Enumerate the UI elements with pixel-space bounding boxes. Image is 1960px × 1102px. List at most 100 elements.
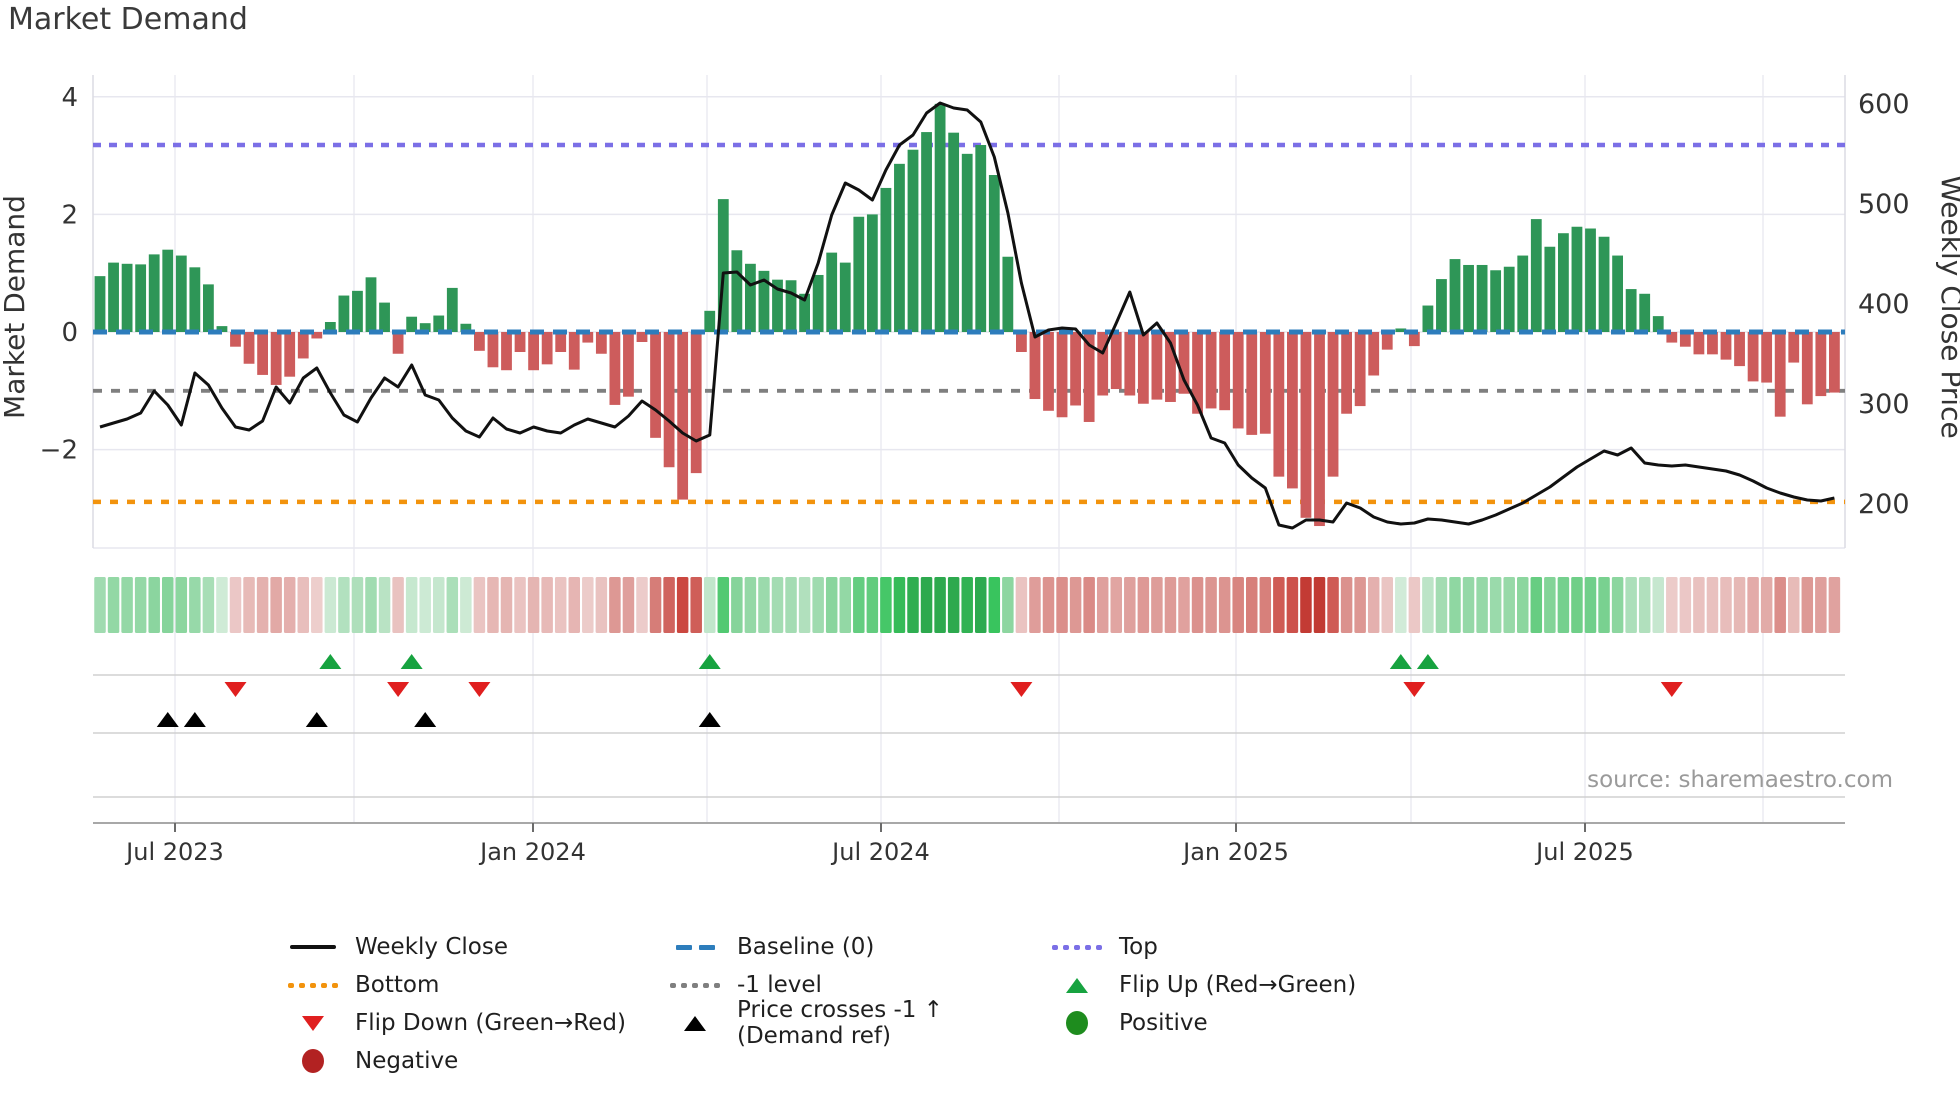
demand-bar bbox=[1381, 332, 1393, 350]
heatmap-cell bbox=[473, 577, 486, 633]
heatmap-cell bbox=[446, 577, 459, 633]
demand-bar bbox=[1408, 332, 1420, 347]
demand-bar bbox=[1829, 332, 1840, 393]
flip-up-marker bbox=[400, 654, 423, 669]
heatmap-cell bbox=[1449, 577, 1461, 633]
legend-label: Flip Up (Red→Green) bbox=[1119, 972, 1357, 998]
demand-bar bbox=[175, 255, 187, 332]
demand-bar bbox=[297, 332, 309, 359]
right-tick-label: 200 bbox=[1858, 489, 1910, 520]
heatmap-cell bbox=[1354, 577, 1366, 633]
demand-bar bbox=[365, 277, 377, 332]
legend-label: Flip Down (Green→Red) bbox=[355, 1010, 626, 1036]
demand-bar bbox=[704, 310, 716, 332]
heatmap-cell bbox=[704, 577, 716, 633]
demand-bar bbox=[826, 252, 838, 332]
heatmap-cell bbox=[283, 577, 296, 633]
heatmap-cell bbox=[1666, 577, 1678, 633]
demand-bar bbox=[1476, 264, 1488, 332]
demand-bar bbox=[1666, 332, 1678, 343]
heatmap-cell bbox=[1530, 577, 1543, 633]
heatmap-cell bbox=[622, 577, 635, 633]
flip-down-marker bbox=[1660, 682, 1683, 697]
heatmap-cell bbox=[1408, 577, 1421, 633]
heatmap-cell bbox=[1625, 577, 1637, 633]
demand-bar bbox=[1503, 266, 1515, 332]
demand-bar bbox=[1436, 279, 1447, 332]
heatmap-cell bbox=[419, 577, 431, 633]
legend-item-bottom: Bottom bbox=[285, 966, 667, 1004]
heatmap-cell bbox=[1801, 577, 1814, 633]
flip-up-marker bbox=[698, 654, 721, 669]
heatmap-cell bbox=[1638, 577, 1651, 633]
flip-up-marker bbox=[319, 654, 342, 669]
heatmap-cell bbox=[134, 577, 147, 633]
demand-bar bbox=[568, 332, 580, 370]
heatmap-cell bbox=[1706, 577, 1719, 633]
demand-bar bbox=[1449, 259, 1461, 332]
heatmap-cell bbox=[649, 577, 662, 633]
legend-label: Bottom bbox=[355, 972, 440, 998]
price-cross-marker bbox=[414, 712, 437, 727]
demand-bar bbox=[1707, 332, 1718, 355]
heatmap-cell bbox=[1720, 577, 1732, 633]
heatmap-cell bbox=[1557, 577, 1570, 633]
demand-bar bbox=[1585, 228, 1596, 332]
heatmap-cell bbox=[1760, 577, 1773, 633]
demand-bar bbox=[772, 279, 783, 332]
demand-bar bbox=[853, 216, 865, 332]
heatmap-cell bbox=[365, 577, 377, 633]
purple-dotted-icon bbox=[1049, 944, 1105, 950]
demand-bar bbox=[1761, 332, 1773, 383]
legend-item-flip-up: Flip Up (Red→Green) bbox=[1049, 966, 1431, 1004]
x-tick-label: Jul 2023 bbox=[124, 838, 224, 866]
right-tick-label: 600 bbox=[1858, 89, 1910, 120]
demand-bar bbox=[582, 332, 594, 343]
heatmap-cell bbox=[189, 577, 201, 633]
source-label: source: sharemaestro.com bbox=[1587, 767, 1893, 793]
demand-bar bbox=[1327, 332, 1339, 477]
demand-bar bbox=[1273, 332, 1285, 477]
heatmap-cell bbox=[1503, 577, 1515, 633]
demand-bar bbox=[1124, 332, 1136, 396]
x-tick-label: Jul 2024 bbox=[830, 838, 930, 866]
price-cross-marker bbox=[156, 712, 179, 727]
demand-bar bbox=[446, 287, 458, 332]
darkred-circle-icon bbox=[285, 1049, 341, 1073]
demand-bar bbox=[609, 332, 621, 405]
market-demand-chart: 4 2 0 −2 600 500 400 300 200 Jul 2023 Jan 2024 Jul … bbox=[0, 52, 1960, 932]
heatmap-cell bbox=[405, 577, 418, 633]
heatmap-cell bbox=[433, 577, 445, 633]
demand-bar bbox=[880, 187, 892, 332]
legend-item-price-cross: Price crosses -1 ↑ (Demand ref) bbox=[667, 997, 1049, 1049]
demand-bar bbox=[907, 149, 919, 332]
heatmap-cell bbox=[812, 577, 824, 633]
legend-label: Baseline (0) bbox=[737, 934, 875, 960]
heatmap-cell bbox=[1774, 577, 1786, 633]
demand-bar bbox=[623, 332, 634, 397]
heatmap-cell bbox=[270, 577, 282, 633]
flip-down-marker bbox=[224, 682, 247, 697]
demand-bar bbox=[650, 332, 661, 438]
demand-bar bbox=[1544, 246, 1556, 332]
right-axis-title: Weekly Close Price bbox=[1935, 175, 1960, 438]
demand-bar bbox=[1151, 332, 1163, 400]
demand-bar bbox=[934, 103, 946, 332]
legend-label: Positive bbox=[1119, 1010, 1208, 1036]
heatmap-cell bbox=[1815, 577, 1827, 633]
demand-bar bbox=[1747, 332, 1759, 382]
demand-bar bbox=[1314, 332, 1325, 527]
demand-bar bbox=[311, 332, 323, 339]
demand-bar bbox=[433, 315, 445, 332]
demand-bar bbox=[1287, 332, 1298, 489]
heatmap-cell bbox=[1259, 577, 1272, 633]
demand-bar bbox=[1029, 332, 1041, 400]
demand-bar bbox=[1530, 219, 1542, 332]
heatmap-cell bbox=[175, 577, 188, 633]
heatmap-cell bbox=[1747, 577, 1759, 633]
left-tick-label: 0 bbox=[61, 318, 78, 348]
demand-bar bbox=[745, 263, 756, 332]
demand-bar bbox=[1625, 289, 1637, 332]
demand-bar bbox=[1002, 256, 1014, 332]
gray-dotted-icon bbox=[667, 982, 723, 988]
